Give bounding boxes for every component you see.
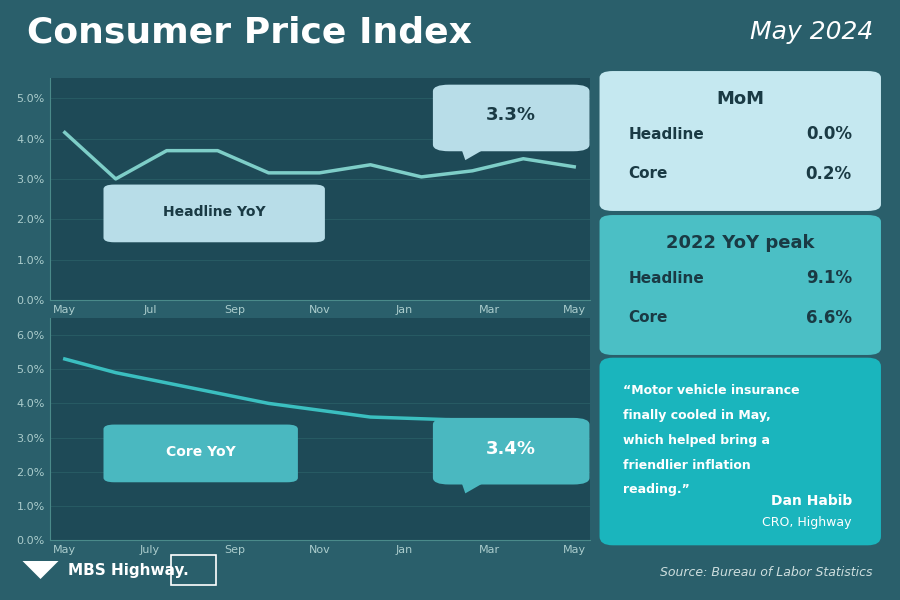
- FancyBboxPatch shape: [433, 85, 590, 151]
- Text: Dan Habib: Dan Habib: [770, 494, 851, 508]
- FancyBboxPatch shape: [599, 71, 881, 211]
- Text: 0.2%: 0.2%: [806, 165, 851, 183]
- Text: Source: Bureau of Labor Statistics: Source: Bureau of Labor Statistics: [661, 566, 873, 580]
- FancyBboxPatch shape: [599, 358, 881, 545]
- Text: 3.3%: 3.3%: [486, 106, 536, 124]
- Text: Core: Core: [629, 166, 668, 181]
- Text: May 2024: May 2024: [750, 20, 873, 44]
- Text: CRO, Highway: CRO, Highway: [762, 516, 851, 529]
- Text: 3.4%: 3.4%: [486, 440, 536, 458]
- Text: 6.6%: 6.6%: [806, 309, 851, 327]
- Text: finally cooled in May,: finally cooled in May,: [624, 409, 771, 422]
- Text: friendlier inflation: friendlier inflation: [624, 458, 752, 472]
- Text: Core: Core: [629, 311, 668, 325]
- Polygon shape: [460, 145, 492, 160]
- Text: 0.0%: 0.0%: [806, 125, 851, 143]
- Text: reading.”: reading.”: [624, 484, 690, 496]
- FancyBboxPatch shape: [104, 425, 298, 482]
- Text: Headline YoY: Headline YoY: [163, 205, 266, 220]
- Text: 2022 YoY peak: 2022 YoY peak: [666, 234, 814, 252]
- Text: Consumer Price Index: Consumer Price Index: [27, 16, 472, 49]
- Text: “Motor vehicle insurance: “Motor vehicle insurance: [624, 384, 800, 397]
- FancyBboxPatch shape: [433, 418, 590, 485]
- Text: which helped bring a: which helped bring a: [624, 434, 770, 447]
- FancyBboxPatch shape: [599, 215, 881, 355]
- Text: 9.1%: 9.1%: [806, 269, 851, 287]
- Polygon shape: [460, 478, 492, 493]
- Polygon shape: [22, 561, 58, 579]
- Text: Core YoY: Core YoY: [166, 445, 236, 460]
- Text: MBS Highway.: MBS Highway.: [68, 563, 188, 577]
- Text: Headline: Headline: [629, 127, 705, 142]
- FancyBboxPatch shape: [104, 185, 325, 242]
- Text: MoM: MoM: [716, 90, 764, 108]
- Text: Headline: Headline: [629, 271, 705, 286]
